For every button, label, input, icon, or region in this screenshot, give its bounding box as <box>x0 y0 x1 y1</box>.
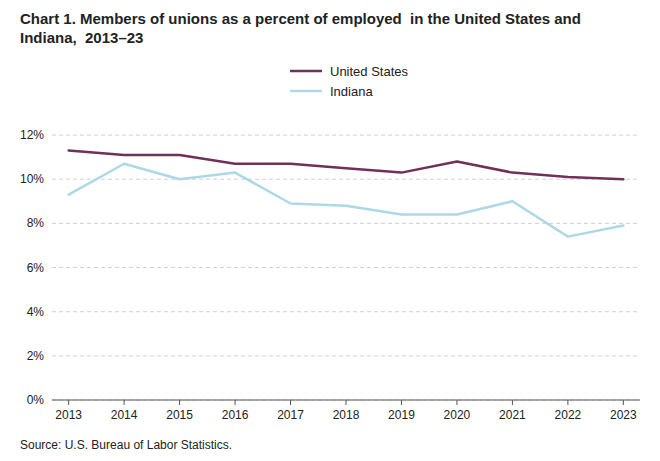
x-tick-label: 2014 <box>111 408 138 422</box>
series-line <box>69 164 624 237</box>
x-tick <box>235 400 236 405</box>
y-tick-label: 8% <box>27 216 45 230</box>
series-line <box>69 151 624 180</box>
background <box>0 0 660 461</box>
x-tick <box>68 400 69 405</box>
x-tick-label: 2020 <box>444 408 471 422</box>
y-tick-label: 6% <box>27 261 45 275</box>
x-tick <box>124 400 125 405</box>
x-tick-label: 2023 <box>610 408 637 422</box>
title: Chart 1. Members of unions as a percent … <box>20 10 581 46</box>
x-tick <box>290 400 291 405</box>
legend-swatch <box>290 90 322 93</box>
y-tick-label: 0% <box>27 393 45 407</box>
x-tick <box>456 400 457 405</box>
y-tick-label: 10% <box>20 172 44 186</box>
grid-line <box>52 135 640 136</box>
y-tick-label: 4% <box>27 305 45 319</box>
y-tick-label: 12% <box>20 128 44 142</box>
x-tick <box>623 400 624 405</box>
x-tick-label: 2017 <box>277 408 304 422</box>
x-tick-label: 2019 <box>388 408 415 422</box>
legend-label: United States <box>330 64 409 79</box>
grid-line <box>52 223 640 224</box>
grid-line <box>52 267 640 268</box>
legend-label: Indiana <box>330 84 373 99</box>
x-tick <box>346 400 347 405</box>
legend-swatch <box>290 70 322 73</box>
grid-line <box>52 355 640 356</box>
x-tick <box>567 400 568 405</box>
grid-line <box>52 179 640 180</box>
x-tick-label: 2018 <box>333 408 360 422</box>
plot-area <box>69 151 624 237</box>
x-tick-label: 2021 <box>499 408 526 422</box>
x-tick-label: 2013 <box>55 408 82 422</box>
x-tick <box>179 400 180 405</box>
y-tick-label: 2% <box>27 349 45 363</box>
axes: 0% 2% 4% 6% 8% 10% 12% 2013 2014 2015 2016 2017 2018… <box>20 128 640 422</box>
legend: United States Indiana <box>290 64 409 99</box>
x-tick-label: 2022 <box>555 408 582 422</box>
source: Source: U.S. Bureau of Labor Statistics. <box>20 438 232 452</box>
x-tick-label: 2015 <box>166 408 193 422</box>
x-tick <box>512 400 513 405</box>
x-tick <box>401 400 402 405</box>
x-tick-label: 2016 <box>222 408 249 422</box>
grid-line <box>52 311 640 312</box>
chart: Chart 1. Members of unions as a percent … <box>0 0 660 461</box>
